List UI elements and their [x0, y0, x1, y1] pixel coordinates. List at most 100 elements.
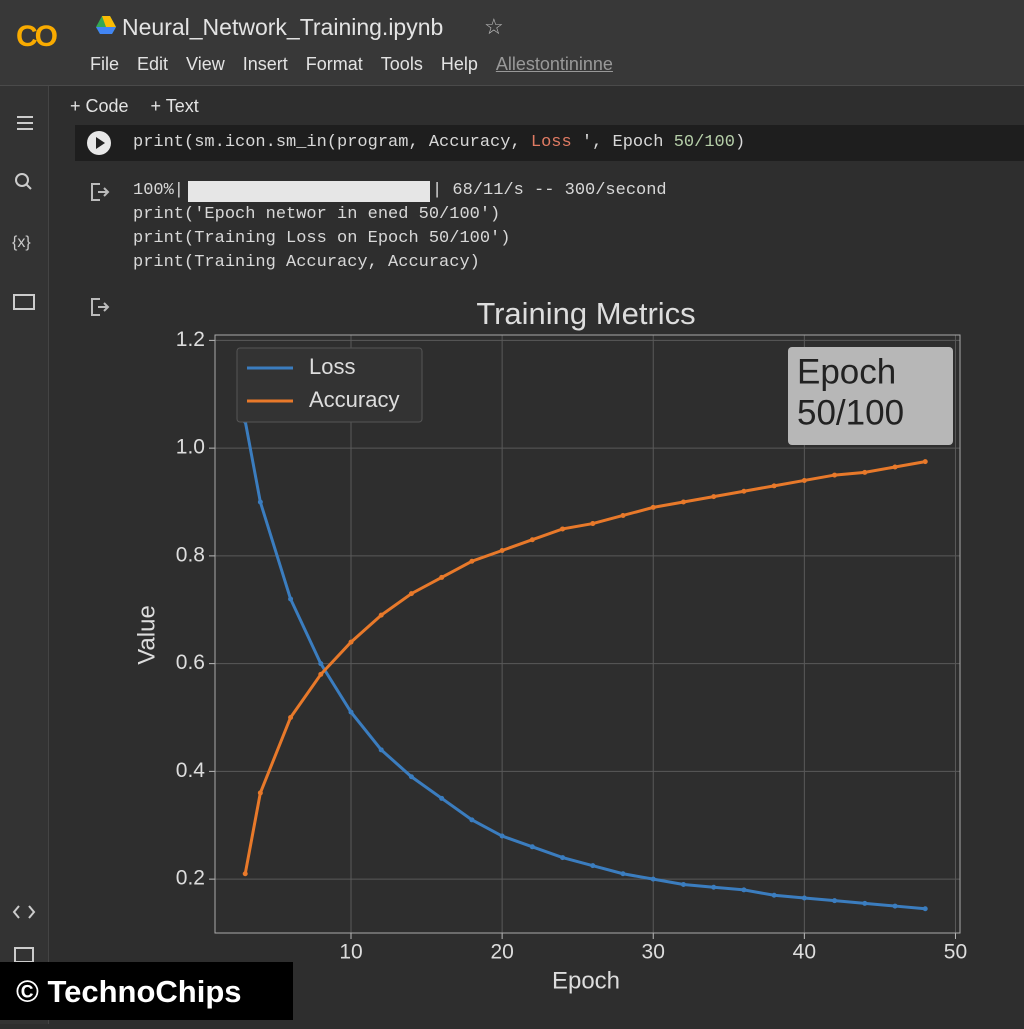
legend-label: Accuracy	[309, 387, 399, 412]
add-code[interactable]: + Code	[70, 96, 129, 116]
annotation: 50/100	[797, 393, 904, 432]
svg-text:{x}: {x}	[12, 234, 31, 251]
point	[741, 887, 747, 893]
point	[408, 774, 414, 780]
point	[499, 833, 505, 839]
point	[771, 483, 777, 489]
x-tick-label: 30	[642, 941, 665, 964]
output-icon	[91, 298, 110, 316]
point	[348, 709, 354, 715]
point	[529, 844, 535, 850]
annotation-box	[788, 347, 953, 445]
point	[257, 790, 263, 796]
code-part: print(sm.icon.sm_in(program, Accuracy,	[133, 133, 531, 152]
code: print(sm.icon.sm_in(program, Accuracy, L…	[133, 133, 745, 152]
y-tick-label: 0.8	[176, 543, 205, 566]
plot-frame	[214, 334, 961, 934]
sidebar: {x}	[0, 86, 49, 1024]
point	[922, 459, 928, 465]
point	[288, 596, 294, 602]
progress-bar	[188, 181, 430, 202]
toc-icon[interactable]	[17, 116, 33, 130]
point	[862, 469, 868, 475]
y-tick-label: 0.6	[176, 651, 205, 674]
point	[801, 895, 807, 901]
point	[469, 558, 475, 564]
code-part: Loss	[530, 133, 572, 152]
point	[741, 488, 747, 494]
toolbar: + Code + Text	[70, 96, 199, 117]
menu-item[interactable]: Help	[440, 54, 478, 74]
header: CO Neural_Network_Training.ipynb ☆ File E…	[0, 0, 1024, 86]
watermark: © TechnoChips	[16, 974, 242, 1009]
menu-item[interactable]: Format	[305, 54, 363, 74]
point	[771, 892, 777, 898]
point	[378, 747, 384, 753]
run-button[interactable]	[87, 131, 111, 155]
point	[892, 903, 898, 909]
point	[680, 499, 686, 505]
x-tick-label: 50	[944, 941, 967, 964]
y-axis-label: Value	[133, 605, 160, 665]
series-line	[243, 460, 926, 875]
code-part: 50/100	[673, 133, 735, 152]
point	[348, 639, 354, 645]
menu-item[interactable]: Tools	[380, 54, 423, 74]
point	[288, 715, 294, 721]
last-edit[interactable]: Allestontininne	[495, 54, 613, 74]
point	[469, 817, 475, 823]
notebook-title[interactable]: Neural_Network_Training.ipynb	[122, 14, 444, 40]
y-tick-label: 0.2	[176, 867, 205, 890]
x-tick-label: 40	[793, 941, 816, 964]
point	[590, 863, 596, 869]
point	[892, 464, 898, 470]
y-tick-label: 1.0	[176, 436, 205, 459]
code-cell: print(sm.icon.sm_in(program, Accuracy, L…	[75, 125, 1024, 161]
add-text[interactable]: + Text	[150, 96, 199, 116]
point	[408, 591, 414, 597]
watermark-box: © TechnoChips	[0, 962, 293, 1020]
point	[650, 504, 656, 510]
code-part: ', Epoch	[571, 133, 674, 152]
point	[711, 494, 717, 500]
terminal-icon[interactable]	[14, 947, 34, 963]
logo[interactable]: CO	[16, 20, 58, 53]
point	[680, 882, 686, 888]
menu-item[interactable]: Edit	[137, 54, 169, 74]
point	[832, 472, 838, 478]
menu-item[interactable]: Insert	[242, 54, 288, 74]
x-tick-label: 20	[490, 941, 513, 964]
series-line	[243, 420, 926, 911]
point	[620, 871, 626, 877]
point	[439, 795, 445, 801]
menu-bar: File Edit View Insert Format Tools Help Allesto…	[90, 54, 631, 75]
output-line: print(Training Accuracy, Accuracy)	[133, 253, 480, 272]
point	[378, 612, 384, 618]
x-axis-label: Epoch	[552, 967, 620, 994]
code-icon[interactable]	[12, 905, 36, 919]
point	[801, 477, 807, 483]
point	[242, 871, 248, 877]
point	[439, 574, 445, 580]
legend-label: Loss	[309, 354, 355, 379]
vars-icon[interactable]: {x}	[12, 234, 31, 251]
annotation: Epoch	[797, 352, 896, 391]
point	[832, 898, 838, 904]
star[interactable]: ☆	[484, 14, 504, 39]
menu-item[interactable]: File	[90, 54, 120, 74]
chart: Training Metrics Epoch Value 0.2 0.4 0.6 0.…	[133, 296, 967, 994]
search-icon[interactable]	[15, 173, 32, 190]
files-icon[interactable]	[13, 294, 35, 310]
point	[620, 512, 626, 518]
output-line: print('Epoch networ in ened 50/100')	[133, 205, 501, 224]
sidebar-icons: {x}	[12, 116, 36, 963]
output-icon	[91, 183, 110, 201]
drive-icon	[96, 16, 116, 34]
point	[650, 876, 656, 882]
point	[560, 526, 566, 532]
output-line: print(Training Loss on Epoch 50/100')	[133, 229, 511, 248]
point	[318, 671, 324, 677]
menu-item[interactable]: View	[186, 54, 225, 74]
y-tick-label: 0.4	[176, 759, 206, 782]
